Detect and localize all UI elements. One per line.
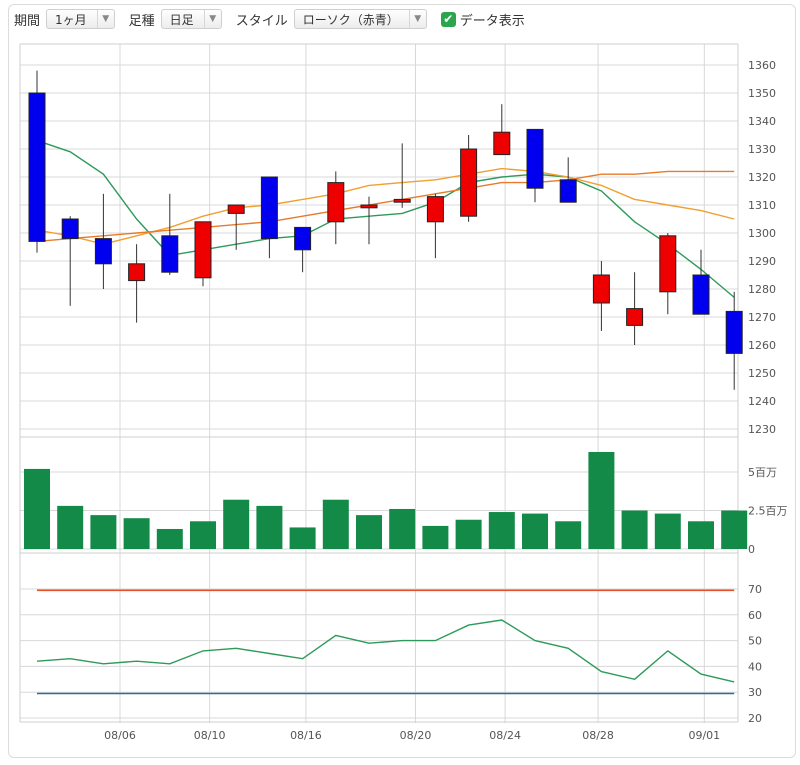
chevron-down-icon: ▼ <box>203 10 221 28</box>
price-tick-label: 1340 <box>748 115 776 128</box>
moving-average-line-ma_short <box>36 139 735 298</box>
chart-panel <box>8 4 796 758</box>
candle-up <box>493 131 511 156</box>
volume-bar <box>57 505 84 549</box>
price-tick-label: 1350 <box>748 87 776 100</box>
oscillator-tick-label: 50 <box>748 635 762 648</box>
data-toggle-label: データ表示 <box>459 13 525 29</box>
volume-bar <box>123 518 150 549</box>
volume-tick-label: 0 <box>748 543 755 556</box>
candle-up <box>128 263 146 282</box>
chevron-down-icon: ▼ <box>96 10 114 28</box>
price-tick-label: 1310 <box>748 199 776 212</box>
price-tick-label: 1240 <box>748 395 776 408</box>
period-select[interactable]: 1ヶ月 ▼ <box>46 9 115 29</box>
foot-select-value: 日足 <box>169 12 194 27</box>
period-select-value: 1ヶ月 <box>55 12 87 27</box>
candle-down <box>725 310 743 354</box>
oscillator-tick-label: 60 <box>748 609 762 622</box>
date-tick-label: 08/28 <box>582 729 614 742</box>
volume-bar <box>289 527 316 549</box>
data-toggle[interactable]: ✔ データ表示 <box>440 10 525 29</box>
date-tick-label: 09/01 <box>688 729 720 742</box>
candle-up <box>659 235 677 293</box>
candle-down <box>28 92 46 242</box>
chevron-down-icon: ▼ <box>408 10 426 28</box>
candle-down <box>692 274 710 315</box>
date-tick-label: 08/20 <box>400 729 432 742</box>
volume-bar <box>256 505 283 549</box>
volume-bar <box>588 451 615 549</box>
volume-bar <box>455 519 482 549</box>
oscillator-tick-label: 70 <box>748 583 762 596</box>
candle-up <box>360 204 378 209</box>
volume-bar <box>555 521 582 549</box>
oscillator-tick-label: 40 <box>748 660 762 673</box>
volume-bar <box>190 521 216 549</box>
foot-label: 足種 <box>128 13 155 29</box>
price-tick-label: 1250 <box>748 367 776 380</box>
date-tick-label: 08/24 <box>489 729 521 742</box>
oscillator-tick-label: 30 <box>748 686 762 699</box>
candle-up <box>592 274 610 304</box>
style-select-value: ローソク（赤青） <box>302 12 399 27</box>
volume-bar <box>389 508 416 549</box>
volume-bar <box>356 515 382 549</box>
period-label: 期間 <box>14 13 41 29</box>
price-tick-label: 1290 <box>748 255 776 268</box>
foot-select[interactable]: 日足 ▼ <box>160 9 222 29</box>
candle-up <box>194 221 212 279</box>
volume-bar <box>522 513 548 549</box>
candle-down <box>526 128 544 189</box>
volume-bar <box>621 510 648 549</box>
price-tick-label: 1300 <box>748 227 776 240</box>
date-tick-label: 08/10 <box>194 729 226 742</box>
price-tick-label: 1330 <box>748 143 776 156</box>
candle-down <box>61 218 79 240</box>
candle-down <box>161 235 179 273</box>
chart-toolbar: 期間 1ヶ月 ▼ 足種 日足 ▼ スタイル ローソク（赤青） ▼ ✔ データ表示 <box>14 8 525 30</box>
volume-bar <box>24 468 50 549</box>
volume-bar <box>223 499 250 549</box>
volume-bar <box>422 525 449 549</box>
candle-up <box>426 196 444 223</box>
moving-average-line-ma_mid <box>36 170 735 243</box>
volume-bar <box>488 512 515 549</box>
oscillator-line <box>36 619 735 683</box>
price-tick-label: 1260 <box>748 339 776 352</box>
volume-bar <box>688 521 714 549</box>
candle-down <box>94 238 112 265</box>
volume-bar <box>90 515 117 549</box>
style-select[interactable]: ローソク（赤青） ▼ <box>293 9 427 29</box>
volume-tick-label: 5百万 <box>748 466 777 479</box>
checkmark-icon: ✔ <box>440 11 456 27</box>
volume-bar <box>654 513 681 549</box>
candle-up <box>393 198 411 203</box>
price-tick-label: 1360 <box>748 59 776 72</box>
candle-up <box>626 308 644 326</box>
candle-down <box>294 226 312 251</box>
price-tick-label: 1280 <box>748 283 776 296</box>
candle-up <box>227 204 245 214</box>
volume-bar <box>156 528 183 549</box>
candle-down <box>260 176 278 240</box>
candle-up <box>327 182 345 223</box>
price-tick-label: 1320 <box>748 171 776 184</box>
candle-down <box>559 179 577 203</box>
price-tick-label: 1270 <box>748 311 776 324</box>
volume-tick-label: 2.5百万 <box>748 505 788 518</box>
oscillator-tick-label: 20 <box>748 712 762 725</box>
date-tick-label: 08/06 <box>104 729 136 742</box>
style-label: スタイル <box>235 13 288 29</box>
candle-up <box>460 148 478 217</box>
date-tick-label: 08/16 <box>290 729 322 742</box>
volume-bar <box>721 510 748 549</box>
price-tick-label: 1230 <box>748 423 776 436</box>
volume-bar <box>322 499 349 549</box>
